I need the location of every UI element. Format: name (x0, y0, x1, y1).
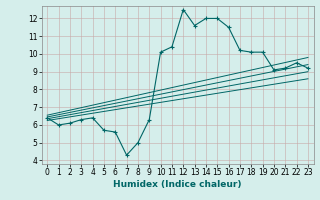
X-axis label: Humidex (Indice chaleur): Humidex (Indice chaleur) (113, 180, 242, 189)
